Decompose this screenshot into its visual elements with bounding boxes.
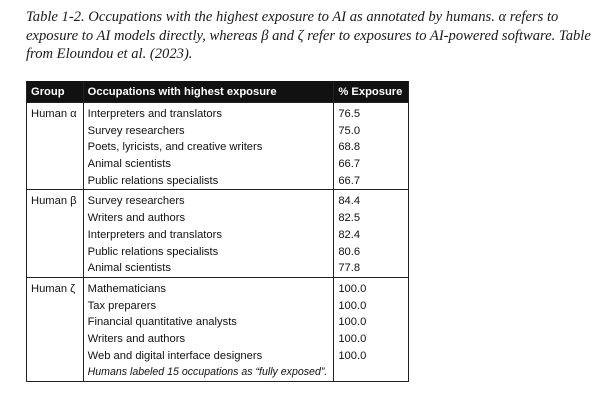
table-row: Public relations specialists 66.7	[27, 172, 410, 190]
table-row: Financial quantitative analysts 100.0	[27, 314, 410, 331]
exposure-cell: 82.5	[333, 210, 410, 227]
group-label: Human ζ	[26, 276, 84, 383]
table-row: Animal scientists 66.7	[27, 156, 410, 173]
exposure-cell: 77.8	[333, 260, 410, 278]
occupation-cell: Writers and authors	[82, 210, 334, 227]
occupation-cell: Public relations specialists	[82, 172, 334, 190]
table-body: Human α Interpreters and translators 76.5 S…	[26, 101, 410, 383]
exposure-cell: 100.0	[333, 297, 410, 315]
occupation-cell: Writers and authors	[82, 330, 334, 348]
exposure-cell: 80.6	[333, 243, 410, 261]
table-header-row: Group Occupations with highest exposure …	[26, 81, 410, 103]
table-row: Animal scientists 77.8	[27, 260, 410, 278]
exposure-cell: 100.0	[333, 330, 410, 348]
table-row: Poets, lyricists, and creative writers 68…	[27, 139, 410, 157]
exposure-table: Group Occupations with highest exposure …	[26, 81, 410, 383]
occupation-cell: Public relations specialists	[82, 243, 334, 261]
exposure-cell: 82.4	[333, 226, 410, 244]
table-row: Survey researchers 75.0	[27, 122, 410, 140]
table-row: Web and digital interface designers 100.0	[27, 347, 410, 365]
exposure-cell: 66.7	[333, 156, 410, 173]
exposure-cell: 75.0	[333, 122, 410, 140]
exposure-cell: 100.0	[333, 347, 410, 365]
exposure-cell: 100.0	[333, 314, 410, 331]
occupation-cell: Animal scientists	[82, 156, 334, 173]
occupation-cell: Financial quantitative analysts	[82, 314, 334, 331]
table-row: Writers and authors 100.0	[27, 330, 410, 348]
table-note-row: Humans labeled 15 occupations as “fully …	[27, 364, 410, 383]
table-note: Humans labeled 15 occupations as “fully …	[82, 364, 334, 383]
occupation-cell: Mathematicians	[82, 276, 334, 298]
table-row: Public relations specialists 80.6	[27, 243, 410, 261]
exposure-cell: 68.8	[333, 139, 410, 157]
table-row: Human α Interpreters and translators 76.5	[26, 101, 410, 190]
occupation-cell: Web and digital interface designers	[82, 347, 334, 365]
exposure-cell: 84.4	[333, 189, 410, 211]
header-exposure: % Exposure	[333, 81, 410, 103]
exposure-cell: 66.7	[333, 172, 410, 190]
table-row: Human β Survey researchers 84.4	[26, 189, 410, 278]
table-row: Interpreters and translators 82.4	[27, 226, 410, 244]
occupation-cell: Poets, lyricists, and creative writers	[82, 139, 334, 157]
header-occupations: Occupations with highest exposure	[82, 81, 334, 103]
occupation-cell: Survey researchers	[82, 122, 334, 140]
table-row: Writers and authors 82.5	[27, 210, 410, 227]
header-group: Group	[26, 81, 84, 103]
group-label: Human β	[26, 189, 84, 278]
exposure-cell: 100.0	[333, 276, 410, 298]
occupation-cell: Interpreters and translators	[82, 101, 334, 123]
table-row: Human ζ Mathematicians 100.0	[26, 276, 410, 383]
occupation-cell: Survey researchers	[82, 189, 334, 211]
occupation-cell: Interpreters and translators	[82, 226, 334, 244]
occupation-cell: Animal scientists	[82, 260, 334, 278]
table-row: Tax preparers 100.0	[27, 297, 410, 315]
exposure-cell: 76.5	[333, 101, 410, 123]
exposure-cell-empty	[333, 364, 410, 383]
occupation-cell: Tax preparers	[82, 297, 334, 315]
table-caption: Table 1-2. Occupations with the highest …	[26, 9, 591, 62]
group-label: Human α	[26, 101, 84, 190]
